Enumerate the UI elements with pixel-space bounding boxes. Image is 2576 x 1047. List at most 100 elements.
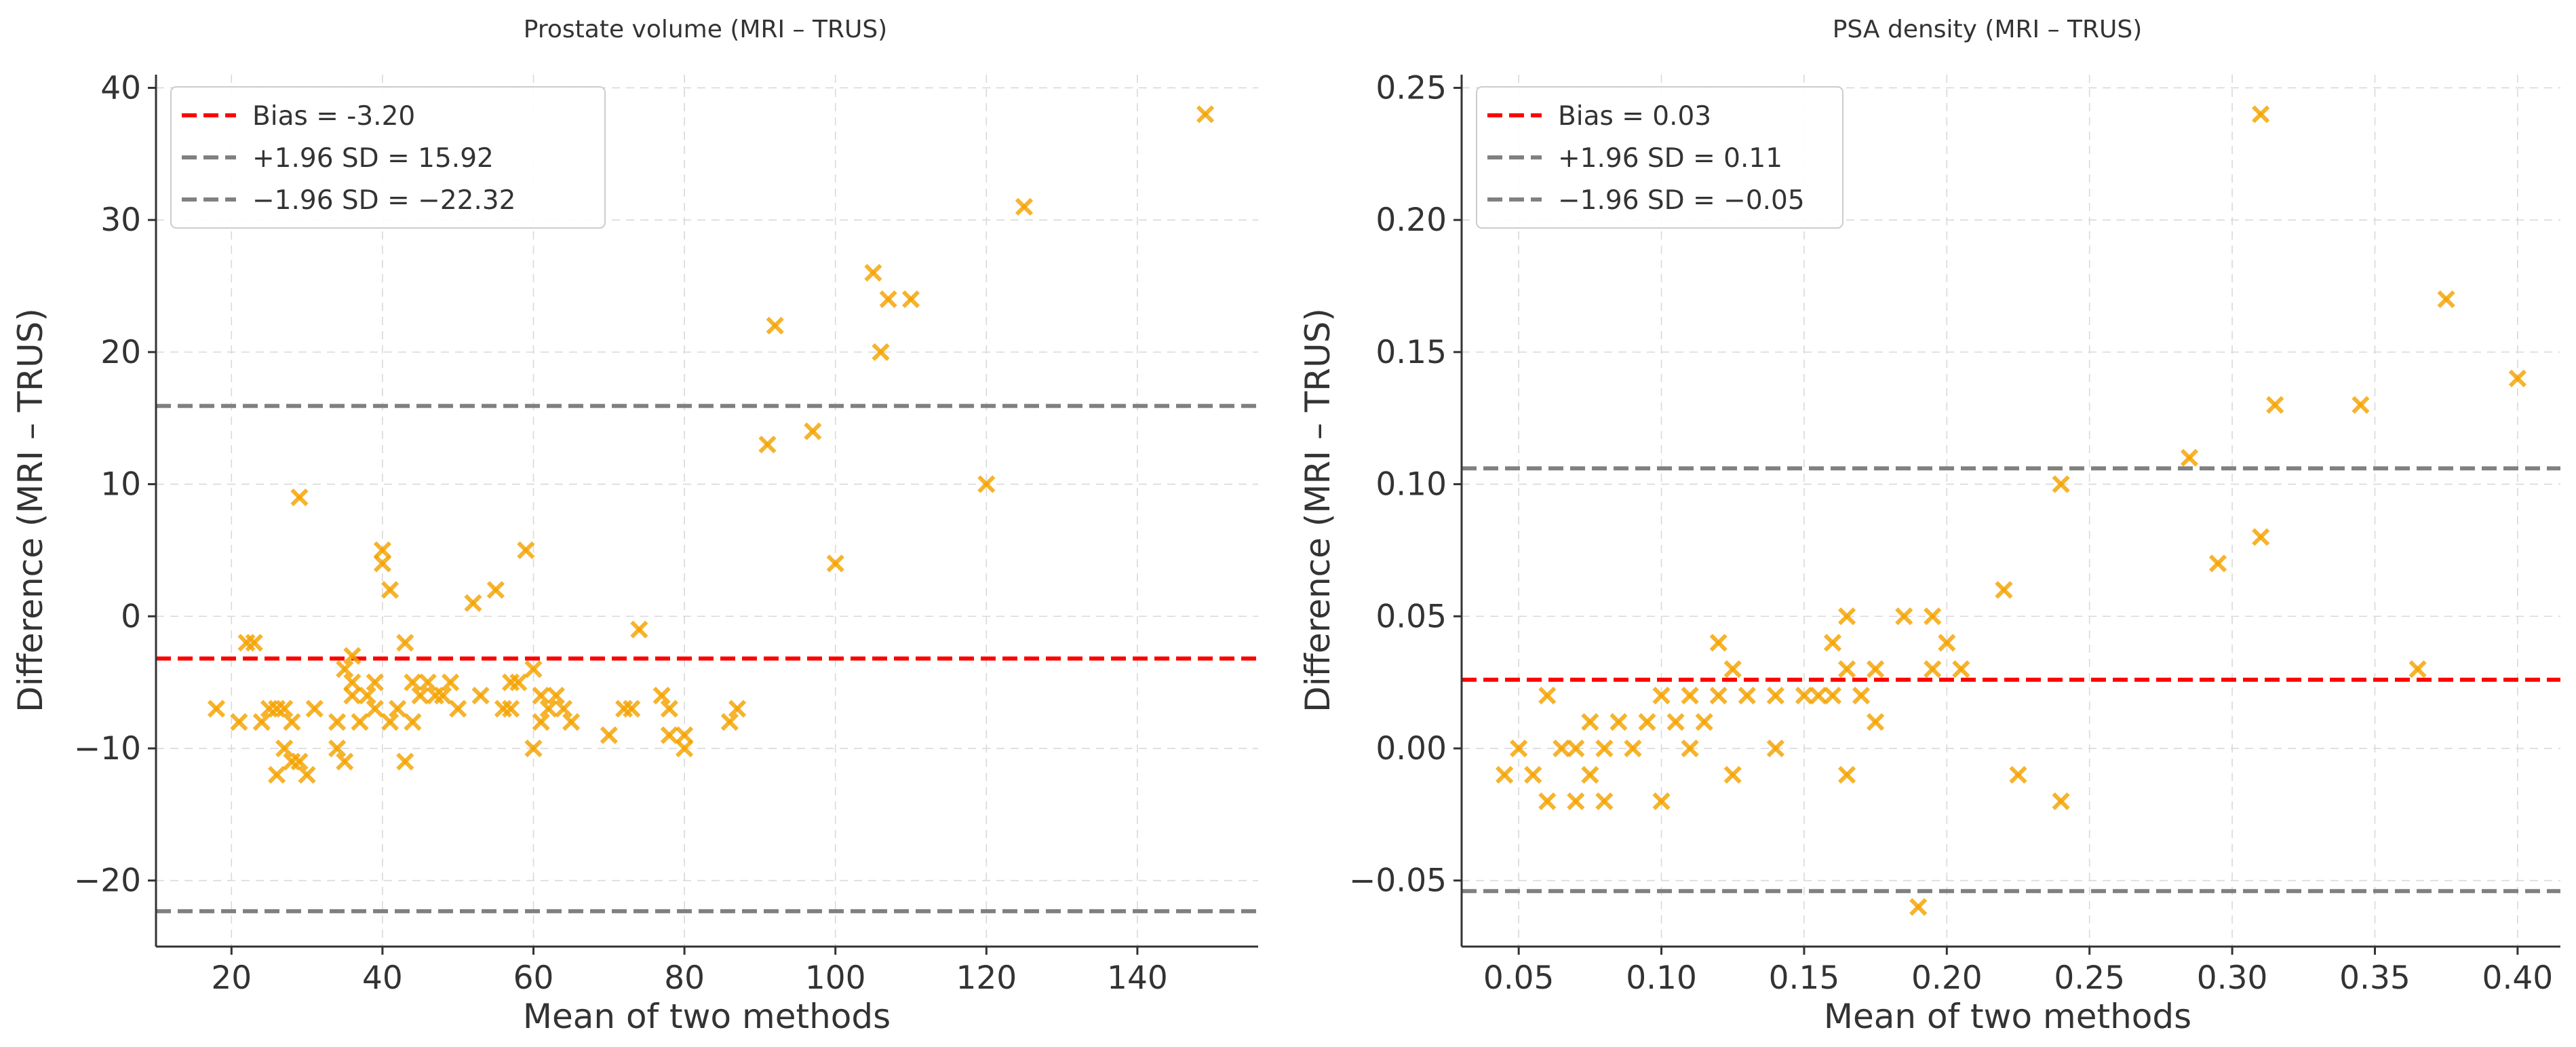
data-point — [441, 673, 460, 691]
x-tick-label: 0.35 — [2339, 959, 2411, 997]
data-point — [336, 660, 354, 679]
data-point — [1196, 105, 1215, 123]
data-point — [283, 712, 301, 731]
data-point — [305, 700, 324, 718]
x-tick-label: 0.10 — [1626, 959, 1697, 997]
data-point — [1538, 792, 1557, 810]
chart-title: PSA density (MRI – TRUS) — [1833, 16, 2143, 43]
data-point — [532, 712, 550, 731]
data-point — [977, 475, 996, 493]
legend-frame — [1476, 86, 1843, 229]
data-point — [1638, 712, 1656, 731]
x-tick-label: 120 — [956, 959, 1017, 997]
data-point — [2252, 528, 2270, 546]
x-tick-label: 0.25 — [2054, 959, 2125, 997]
y-axis-label: Difference (MRI – TRUS) — [1298, 308, 1338, 712]
data-point — [524, 660, 543, 679]
data-point — [1823, 634, 1842, 652]
data-point — [2508, 369, 2527, 387]
data-point — [396, 634, 414, 652]
data-point — [290, 488, 309, 507]
data-point — [675, 726, 694, 744]
data-point — [501, 700, 520, 718]
data-point — [411, 686, 429, 705]
data-point — [547, 686, 566, 705]
data-point — [1867, 712, 1885, 731]
data-point — [1837, 660, 1856, 679]
x-tick-label: 0.20 — [1911, 959, 1983, 997]
data-point — [804, 422, 822, 440]
data-point — [2351, 396, 2370, 414]
data-point — [1595, 792, 1614, 810]
data-point — [1795, 686, 1814, 705]
x-tick-label: 40 — [362, 959, 403, 997]
data-point — [1709, 634, 1728, 652]
data-point — [1723, 660, 1742, 679]
x-tick-label: 20 — [211, 959, 252, 997]
data-point — [1823, 686, 1842, 705]
data-point — [1895, 607, 1913, 626]
y-tick-label: 0.10 — [1375, 466, 1447, 503]
data-point — [1681, 739, 1699, 758]
y-tick-label: −20 — [74, 862, 141, 900]
data-point — [1624, 739, 1642, 758]
data-point — [660, 726, 678, 744]
data-point — [1938, 634, 1956, 652]
data-point — [389, 700, 407, 718]
data-point — [1723, 765, 1742, 784]
data-point — [1837, 765, 1856, 784]
x-tick-label: 60 — [513, 959, 554, 997]
data-point — [539, 700, 558, 718]
legend-entry: Bias = 0.03 — [1558, 101, 1711, 132]
data-point — [1609, 712, 1628, 731]
data-point — [2208, 554, 2227, 573]
data-point — [290, 753, 309, 771]
y-tick-label: −10 — [74, 730, 141, 767]
data-point — [600, 726, 618, 744]
data-point — [1924, 660, 1942, 679]
y-tick-label: 0 — [121, 598, 141, 635]
data-point — [509, 673, 528, 691]
x-axis-label: Mean of two methods — [1824, 997, 2191, 1036]
data-point — [373, 541, 392, 560]
data-point — [275, 700, 294, 718]
x-tick-label: 100 — [805, 959, 866, 997]
y-axis-label: Difference (MRI – TRUS) — [11, 308, 50, 712]
data-point — [872, 343, 890, 361]
y-tick-label: 0.15 — [1375, 334, 1447, 371]
psa-density-panel: PSA density (MRI – TRUS) 0.05 0.10 0.15 0.2… — [1298, 16, 2560, 1036]
data-point — [404, 673, 422, 691]
data-point — [532, 686, 550, 705]
data-point — [471, 686, 490, 705]
data-point — [1766, 686, 1784, 705]
data-point — [336, 753, 354, 771]
data-point — [2009, 765, 2027, 784]
data-point — [267, 765, 286, 784]
y-tick-label: 0.25 — [1375, 69, 1447, 107]
y-tick-label: 10 — [100, 466, 141, 503]
data-point — [1567, 792, 1585, 810]
y-tick-label: 0.20 — [1375, 202, 1447, 239]
data-point — [1581, 765, 1599, 784]
data-point — [1952, 660, 1970, 679]
data-point — [660, 700, 678, 718]
data-point — [1709, 686, 1728, 705]
data-point — [1681, 686, 1699, 705]
data-point — [1652, 792, 1671, 810]
data-point — [404, 712, 422, 731]
legend-entry: −1.96 SD = −22.32 — [252, 185, 516, 216]
y-tick-label: 30 — [100, 202, 141, 239]
data-point — [2437, 290, 2455, 309]
data-point — [1567, 739, 1585, 758]
data-point — [1510, 739, 1528, 758]
data-point — [2052, 475, 2070, 493]
legend-entry: +1.96 SD = 15.92 — [252, 143, 494, 174]
prostate-volume-panel: Prostate volume (MRI – TRUS) 20 40 60 80 100… — [11, 16, 1258, 1036]
data-point — [366, 700, 384, 718]
data-point — [343, 686, 362, 705]
data-point — [1867, 660, 1885, 679]
y-tick-label: 20 — [100, 334, 141, 371]
data-point — [1852, 686, 1871, 705]
y-tick-label: 0.05 — [1375, 598, 1447, 635]
x-tick-label: 0.40 — [2482, 959, 2554, 997]
